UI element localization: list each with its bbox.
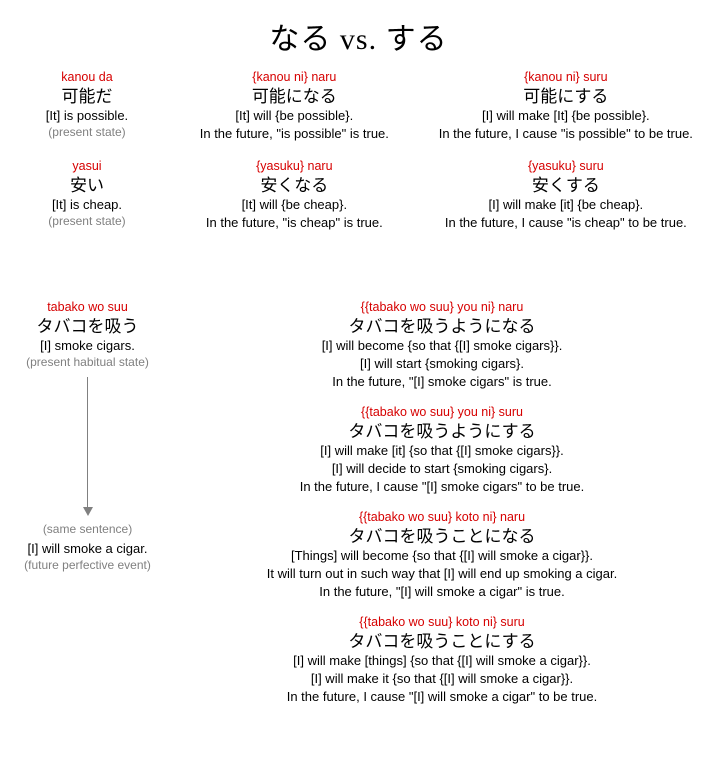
gloss: [I] will decide to start {smoking cigars…: [332, 460, 552, 478]
japanese: 安い: [70, 174, 104, 196]
gloss: In the future, "is cheap" is true.: [206, 214, 383, 232]
japanese: タバコを吸うようになる: [349, 315, 536, 337]
romaji: {kanou ni} naru: [252, 70, 336, 85]
block-kotoni-naru: {{tabako wo suu} koto ni} naru タバコを吸うことに…: [175, 510, 709, 601]
romaji: {yasuku} naru: [256, 159, 332, 174]
note: (same sentence): [43, 516, 132, 538]
japanese: 可能だ: [61, 85, 112, 107]
gloss: [I] will make it {so that {[I] will smok…: [311, 670, 573, 688]
gloss: In the future, "[I] smoke cigars" is tru…: [332, 373, 551, 391]
romaji: {{tabako wo suu} koto ni} suru: [359, 615, 524, 630]
gloss: [I] will make [it] {so that {[I] smoke c…: [320, 442, 564, 460]
japanese: タバコを吸うようにする: [348, 420, 535, 442]
romaji: yasui: [72, 159, 101, 174]
note: (present state): [48, 125, 125, 141]
romaji: {kanou ni} suru: [524, 70, 607, 85]
cell-yasui-base: yasui 安い [It] is cheap. (present state): [8, 159, 166, 232]
gloss: [I] will make [it] {be cheap}.: [489, 196, 644, 214]
cell-yasui-naru: {yasuku} naru 安くなる [It] will {be cheap}.…: [166, 159, 423, 232]
cell-kanou-suru: {kanou ni} suru 可能にする [I] will make [It]…: [423, 70, 709, 143]
romaji: kanou da: [61, 70, 112, 85]
gloss: In the future, I cause "[I] smoke cigars…: [300, 478, 585, 496]
page-title: なる vs. する: [0, 0, 717, 64]
romaji: {yasuku} suru: [528, 159, 604, 174]
romaji: {{tabako wo suu} you ni} naru: [361, 300, 524, 315]
romaji: {{tabako wo suu} koto ni} naru: [359, 510, 525, 525]
japanese: 可能になる: [252, 85, 337, 107]
row-yasui: yasui 安い [It] is cheap. (present state) …: [0, 153, 717, 232]
cell-kanou-base: kanou da 可能だ [It] is possible. (present …: [8, 70, 166, 143]
japanese: 安くなる: [260, 174, 328, 196]
gloss: In the future, "is possible" is true.: [200, 125, 389, 143]
cell-yasui-suru: {yasuku} suru 安くする [I] will make [it] {b…: [423, 159, 709, 232]
japanese: 可能にする: [523, 85, 608, 107]
romaji: tabako wo suu: [47, 300, 128, 315]
gloss: [It] is cheap.: [52, 196, 122, 214]
gloss: [It] will {be possible}.: [235, 107, 353, 125]
gloss: It will turn out in such way that [I] wi…: [267, 565, 617, 583]
gloss: [I] will make [It] {be possible}.: [482, 107, 650, 125]
gloss: [I] will start {smoking cigars}.: [360, 355, 524, 373]
cell-kanou-naru: {kanou ni} naru 可能になる [It] will {be poss…: [166, 70, 423, 143]
gloss: In the future, "[I] will smoke a cigar" …: [319, 583, 565, 601]
japanese: タバコを吸う: [37, 315, 139, 337]
row-kanou: kanou da 可能だ [It] is possible. (present …: [0, 64, 717, 143]
block-youni-suru: {{tabako wo suu} you ni} suru タバコを吸うようにす…: [175, 405, 709, 496]
gloss: In the future, I cause "is cheap" to be …: [445, 214, 687, 232]
note: (future perfective event): [24, 558, 151, 574]
japanese: タバコを吸うことになる: [349, 525, 536, 547]
gloss: [I] will make [things] {so that {[I] wil…: [293, 652, 591, 670]
arrow-down-icon: [83, 371, 93, 516]
gloss: [I] will smoke a cigar.: [28, 537, 148, 558]
japanese: タバコを吸うことにする: [348, 630, 535, 652]
gloss: [It] is possible.: [46, 107, 128, 125]
note: (present state): [48, 214, 125, 230]
left-tabako-column: tabako wo suu タバコを吸う [I] smoke cigars. (…: [0, 300, 175, 574]
block-youni-naru: {{tabako wo suu} you ni} naru タバコを吸うようにな…: [175, 300, 709, 391]
gloss: [I] smoke cigars.: [40, 337, 135, 355]
right-tabako-stack: {{tabako wo suu} you ni} naru タバコを吸うようにな…: [175, 300, 709, 706]
japanese: 安くする: [532, 174, 600, 196]
block-kotoni-suru: {{tabako wo suu} koto ni} suru タバコを吸うことに…: [175, 615, 709, 706]
note: (present habitual state): [26, 355, 149, 371]
gloss: In the future, I cause "is possible" to …: [439, 125, 693, 143]
romaji: {{tabako wo suu} you ni} suru: [361, 405, 523, 420]
gloss: [It] will {be cheap}.: [242, 196, 348, 214]
gloss: [Things] will become {so that {[I] will …: [291, 547, 593, 565]
gloss: [I] will become {so that {[I] smoke ciga…: [322, 337, 563, 355]
gloss: In the future, I cause "[I] will smoke a…: [287, 688, 598, 706]
